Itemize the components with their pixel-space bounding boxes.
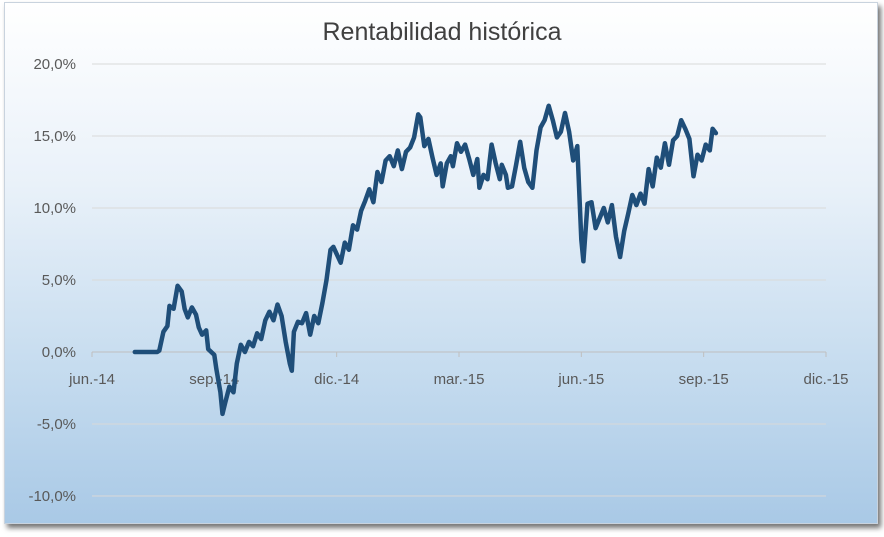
y-tick-label: 15,0% [33, 128, 76, 145]
x-tick-label: dic.-15 [803, 371, 848, 388]
x-tick-label: dic.-14 [314, 371, 359, 388]
chart-title: Rentabilidad histórica [322, 18, 562, 46]
series-group [132, 103, 719, 417]
y-tick-label: -10,0% [28, 488, 76, 505]
x-axis [91, 351, 827, 357]
x-tick-label: sep.-15 [679, 371, 729, 388]
x-tick-label: sep.-14 [189, 371, 239, 388]
y-tick-label: -5,0% [37, 416, 76, 433]
series-line [132, 103, 719, 417]
x-tick-label: mar.-15 [434, 371, 485, 388]
y-tick-label: 5,0% [42, 272, 76, 289]
x-axis-tick-labels: jun.-14 sep.-14 dic.-14 mar.-15 jun.-15 sep.-… [68, 371, 848, 388]
y-tick-label: 20,0% [33, 56, 76, 73]
x-tick-label: jun.-14 [68, 371, 115, 388]
y-tick-label: 0,0% [42, 344, 76, 361]
x-tick-label: jun.-15 [557, 371, 604, 388]
y-axis-tick-labels: 20,0% 15,0% 10,0% 5,0% 0,0% -5,0% -10,0% [28, 56, 76, 505]
gridlines [92, 63, 826, 497]
y-tick-label: 10,0% [33, 200, 76, 217]
chart-frame [4, 2, 878, 524]
